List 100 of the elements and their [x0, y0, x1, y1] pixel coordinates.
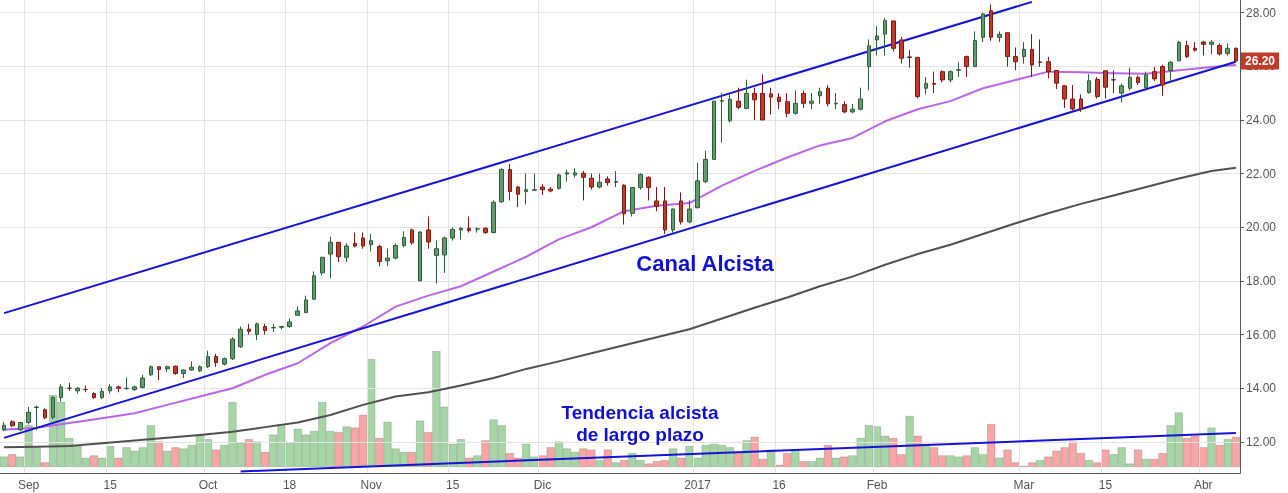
- candlestick: [826, 84, 830, 108]
- candlestick: [328, 236, 333, 279]
- candlestick: [271, 323, 276, 333]
- candlestick: [377, 244, 382, 267]
- candlestick: [1128, 67, 1132, 91]
- candlestick: [728, 92, 732, 124]
- candlestick: [777, 92, 781, 110]
- candlestick: [1103, 69, 1108, 99]
- candlestick: [948, 69, 953, 83]
- x-tick-label: 15: [103, 478, 118, 492]
- candlestick: [1054, 69, 1059, 90]
- candlestick: [1201, 40, 1206, 57]
- candlestick: [287, 317, 292, 329]
- candlestick: [1070, 84, 1075, 112]
- candlestick: [793, 89, 798, 116]
- candlestick: [809, 92, 814, 110]
- candlestick: [516, 185, 520, 208]
- candlestick: [867, 38, 871, 91]
- annotation: Canal Alcista: [636, 250, 775, 276]
- candlestick: [124, 376, 129, 391]
- candlestick: [304, 295, 308, 314]
- candlestick: [410, 228, 414, 246]
- y-tick-label: 14.00: [1246, 381, 1277, 396]
- candlestick: [915, 56, 920, 99]
- candlestick: [369, 233, 373, 252]
- candlestick: [295, 305, 300, 317]
- candlestick: [752, 87, 757, 121]
- candlestick: [663, 186, 667, 235]
- candlestick: [842, 100, 847, 114]
- candlestick: [214, 353, 218, 368]
- x-tick-label: Abr: [1193, 478, 1213, 492]
- candlestick: [524, 173, 528, 205]
- candlestick: [418, 230, 422, 282]
- candlestick: [964, 55, 969, 78]
- candlestick: [654, 186, 659, 212]
- candlestick: [263, 323, 267, 336]
- candlestick: [344, 242, 349, 263]
- candlestick: [385, 248, 390, 267]
- candlestick: [222, 356, 227, 366]
- candlestick: [189, 360, 194, 372]
- candlestick: [173, 364, 178, 376]
- x-tick-label: Sep: [17, 478, 40, 492]
- candlestick: [100, 387, 104, 400]
- candlestick: [565, 169, 569, 183]
- x-tick-label: 16: [772, 478, 787, 492]
- y-tick-label: 24.00: [1246, 112, 1277, 127]
- candlestick: [687, 199, 692, 224]
- candlestick: [883, 17, 887, 57]
- candlestick: [760, 73, 765, 121]
- candlestick: [769, 87, 773, 116]
- candlestick: [605, 175, 610, 187]
- candlestick: [891, 20, 896, 53]
- candlestick: [671, 207, 675, 234]
- candlestick: [361, 232, 365, 250]
- candlestick: [491, 199, 496, 234]
- candlestick: [459, 226, 463, 240]
- candlestick: [736, 87, 741, 110]
- x-tick-label: Oct: [198, 478, 219, 492]
- candlestick: [353, 232, 357, 248]
- x-tick-label: Dic: [533, 478, 552, 492]
- x-tick-label: 15: [1098, 478, 1113, 492]
- candlestick: [989, 4, 993, 42]
- x-tick-label: Nov: [360, 478, 382, 492]
- candlestick: [255, 321, 259, 341]
- candlestick: [850, 103, 855, 114]
- candlestick: [1217, 42, 1222, 57]
- candlestick: [434, 240, 439, 285]
- candlestick: [393, 242, 398, 260]
- candlestick: [402, 230, 406, 248]
- candlestick: [532, 173, 537, 192]
- candlestick: [450, 226, 455, 242]
- candlestick: [1136, 75, 1140, 86]
- candlestick: [785, 92, 790, 118]
- candlestick: [695, 162, 700, 209]
- candlestick: [712, 100, 716, 161]
- candlestick: [279, 326, 284, 330]
- candlestick: [108, 383, 112, 395]
- candlestick: [646, 175, 651, 201]
- x-tick-label: Mar: [1013, 478, 1035, 492]
- candlestick: [1046, 56, 1051, 79]
- candlestick: [973, 30, 977, 68]
- candlestick: [336, 241, 341, 263]
- candlestick: [1234, 46, 1238, 63]
- candlestick: [899, 36, 904, 65]
- candlestick: [940, 69, 945, 83]
- candlestick: [679, 191, 683, 226]
- candlestick: [230, 336, 235, 361]
- candlestick: [1079, 93, 1083, 113]
- candlestick: [426, 216, 431, 250]
- candlestick: [744, 79, 749, 110]
- candlestick: [981, 12, 985, 43]
- candlestick: [475, 226, 480, 234]
- candlestick: [720, 92, 724, 144]
- candlestick: [116, 385, 121, 393]
- candlestick: [198, 364, 202, 373]
- candlestick: [540, 183, 545, 196]
- y-tick-label: 20.00: [1246, 220, 1277, 235]
- annotation: Tendencia alcista de largo plazo: [561, 401, 719, 445]
- candlestick: [622, 183, 626, 226]
- candlestick: [1111, 69, 1116, 94]
